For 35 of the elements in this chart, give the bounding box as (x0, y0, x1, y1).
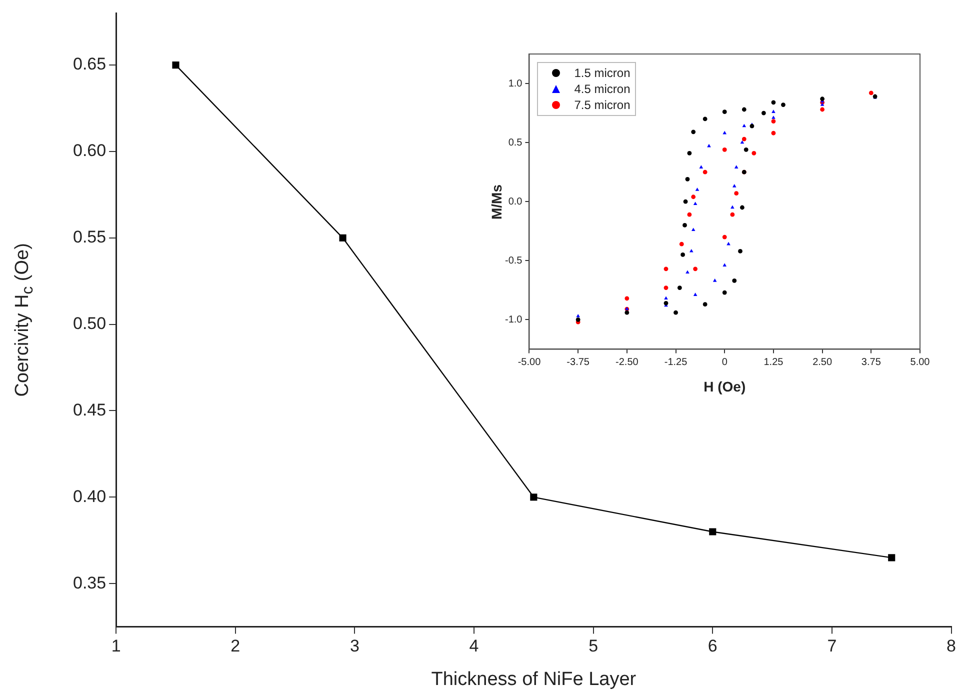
x-tick-label: 3 (350, 636, 360, 656)
legend-label: 4.5 micron (574, 82, 630, 96)
y-tick-label: 0.60 (72, 141, 106, 160)
x-tick-label: 8 (946, 636, 956, 656)
y-tick-label: 0.50 (72, 314, 106, 334)
y-tick-label: 0.35 (72, 573, 106, 592)
y-tick-label: 0.0 (508, 196, 523, 208)
x-tick-label: -2.50 (616, 356, 639, 368)
x-tick-label: 6 (708, 636, 718, 656)
y-axis-title: M/Ms (488, 184, 504, 220)
x-tick-label: -1.25 (664, 356, 688, 368)
legend-label: 1.5 micron (574, 66, 630, 80)
y-tick-label: -0.5 (504, 255, 523, 266)
legend-label: 7.5 micron (574, 98, 630, 112)
x-tick-label: 5 (588, 636, 598, 656)
y-tick-label: 0.45 (72, 400, 106, 420)
x-tick-label: -3.75 (566, 356, 590, 368)
x-tick-label: 2.50 (812, 356, 832, 368)
x-axis-title: Thickness of NiFe Layer (431, 668, 637, 690)
x-tick-label: 7 (827, 636, 837, 656)
x-tick-label: 4 (469, 636, 479, 656)
x-tick-label: 3.75 (861, 356, 882, 368)
x-axis-title: H (Oe) (704, 378, 746, 394)
y-tick-label: 0.55 (72, 228, 106, 247)
x-tick-label: 1.25 (764, 356, 784, 368)
x-tick-label: 2 (230, 636, 240, 656)
y-tick-label: 0.40 (72, 486, 106, 506)
y-tick-label: 0.65 (72, 54, 106, 74)
x-tick-label: 5.00 (910, 356, 930, 368)
y-tick-label: 0.5 (508, 137, 523, 148)
y-tick-label: -1.0 (504, 314, 523, 326)
y-tick-label: 1.0 (508, 78, 523, 90)
x-tick-label: -5.00 (518, 356, 542, 368)
x-tick-label: 0 (722, 356, 728, 368)
x-tick-label: 1 (111, 636, 121, 656)
